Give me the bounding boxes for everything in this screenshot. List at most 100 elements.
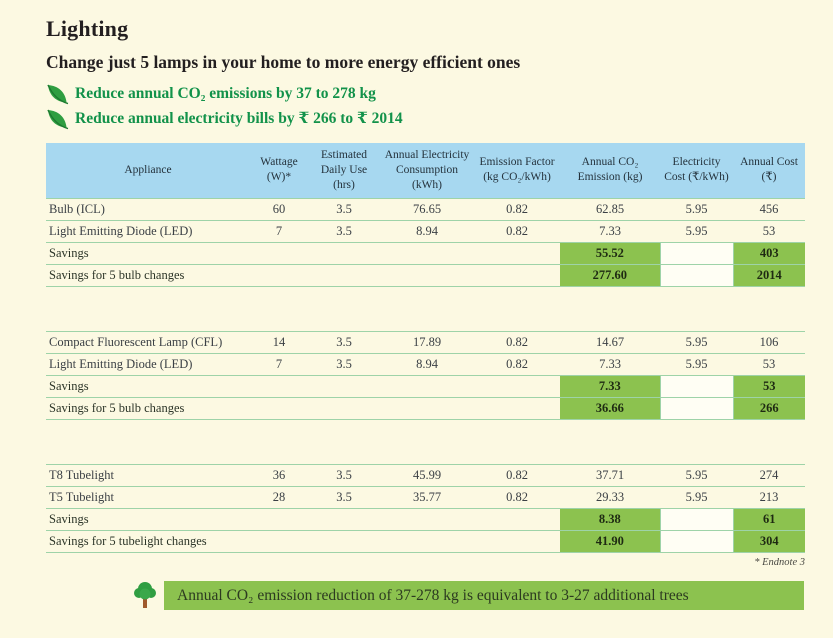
savings-empty-cell bbox=[659, 507, 734, 531]
savings-co2-cell: 277.60 bbox=[560, 263, 660, 287]
value-cell: 76.65 bbox=[380, 197, 474, 221]
appliance-name-cell: T5 Tubelight bbox=[46, 485, 250, 509]
value-cell: 3.5 bbox=[308, 352, 380, 376]
column-header: Emission Factor (kg CO₂/kWh) bbox=[474, 143, 560, 198]
savings-cost-cell: 61 bbox=[733, 507, 805, 531]
column-header: Estimated Daily Use (hrs) bbox=[308, 143, 380, 198]
value-cell: 274 bbox=[733, 463, 805, 487]
value-cell: 3.5 bbox=[308, 197, 380, 221]
savings-empty-cell bbox=[659, 529, 734, 553]
savings-co2-cell: 55.52 bbox=[560, 241, 660, 265]
value-cell: 5.95 bbox=[660, 197, 733, 221]
value-cell: 7 bbox=[250, 352, 308, 376]
value-cell: 5.95 bbox=[660, 219, 733, 243]
savings-label-cell: Savings for 5 tubelight changes bbox=[46, 529, 560, 553]
column-header: Wattage (W)* bbox=[250, 143, 308, 198]
appliance-table-group-3: T8 Tubelight 36 3.5 45.99 0.82 37.71 5.95 274 T5… bbox=[46, 463, 805, 553]
value-cell: 213 bbox=[733, 485, 805, 509]
appliance-row: Light Emitting Diode (LED) 7 3.5 8.94 0.82 7.… bbox=[46, 219, 805, 243]
value-cell: 3.5 bbox=[308, 463, 380, 487]
value-cell: 14.67 bbox=[560, 330, 660, 354]
value-cell: 0.82 bbox=[474, 352, 560, 376]
benefit-item-bills: Reduce annual electricity bills by ₹ 266… bbox=[46, 107, 806, 131]
savings-cost-cell: 2014 bbox=[733, 263, 805, 287]
value-cell: 45.99 bbox=[380, 463, 474, 487]
endnote: * Endnote 3 bbox=[754, 556, 805, 568]
appliance-row: T5 Tubelight 28 3.5 35.77 0.82 29.33 5.95 213 bbox=[46, 485, 805, 509]
appliance-row: T8 Tubelight 36 3.5 45.99 0.82 37.71 5.95 274 bbox=[46, 463, 805, 487]
savings-cost-cell: 53 bbox=[733, 374, 805, 398]
appliance-name-cell: T8 Tubelight bbox=[46, 463, 250, 487]
savings-cost-cell: 403 bbox=[733, 241, 805, 265]
savings-empty-cell bbox=[659, 396, 734, 420]
value-cell: 0.82 bbox=[474, 485, 560, 509]
value-cell: 28 bbox=[250, 485, 308, 509]
table-header-row: Appliance Wattage (W)* Estimated Daily Use… bbox=[46, 143, 805, 198]
savings-label-cell: Savings bbox=[46, 374, 560, 398]
column-header: Appliance bbox=[46, 143, 250, 198]
leaf-icon bbox=[47, 109, 69, 129]
savings-row: Savings for 5 bulb changes 277.60 2014 bbox=[46, 263, 805, 287]
value-cell: 3.5 bbox=[308, 330, 380, 354]
savings-label-cell: Savings bbox=[46, 507, 560, 531]
savings-row: Savings 55.52 403 bbox=[46, 241, 805, 265]
value-cell: 29.33 bbox=[560, 485, 660, 509]
appliance-name-cell: Bulb (ICL) bbox=[46, 197, 250, 221]
value-cell: 53 bbox=[733, 352, 805, 376]
value-cell: 456 bbox=[733, 197, 805, 221]
value-cell: 5.95 bbox=[660, 330, 733, 354]
banner-row: Annual CO₂ emission reduction of 37-278 … bbox=[132, 580, 806, 610]
value-cell: 5.95 bbox=[660, 352, 733, 376]
savings-co2-cell: 8.38 bbox=[560, 507, 660, 531]
value-cell: 106 bbox=[733, 330, 805, 354]
savings-row: Savings 7.33 53 bbox=[46, 374, 805, 398]
value-cell: 7.33 bbox=[560, 352, 660, 376]
value-cell: 0.82 bbox=[474, 197, 560, 221]
value-cell: 53 bbox=[733, 219, 805, 243]
value-cell: 14 bbox=[250, 330, 308, 354]
savings-empty-cell bbox=[659, 374, 734, 398]
benefit-text: Reduce annual CO₂ emissions by 37 to 278… bbox=[75, 85, 376, 103]
savings-cost-cell: 266 bbox=[733, 396, 805, 420]
benefit-list: Reduce annual CO₂ emissions by 37 to 278… bbox=[46, 82, 806, 131]
appliance-name-cell: Light Emitting Diode (LED) bbox=[46, 219, 250, 243]
column-header: Annual CO₂ Emission (kg) bbox=[560, 143, 660, 198]
value-cell: 0.82 bbox=[474, 463, 560, 487]
column-header: Electricity Cost (₹/kWh) bbox=[660, 143, 733, 198]
appliance-name-cell: Compact Fluorescent Lamp (CFL) bbox=[46, 330, 250, 354]
savings-row: Savings for 5 tubelight changes 41.90 304 bbox=[46, 529, 805, 553]
value-cell: 17.89 bbox=[380, 330, 474, 354]
appliance-row: Compact Fluorescent Lamp (CFL) 14 3.5 17.89… bbox=[46, 330, 805, 354]
savings-co2-cell: 36.66 bbox=[560, 396, 660, 420]
tree-icon bbox=[134, 581, 156, 608]
value-cell: 5.95 bbox=[660, 485, 733, 509]
savings-cost-cell: 304 bbox=[733, 529, 805, 553]
lighting-tables: Appliance Wattage (W)* Estimated Daily Use… bbox=[46, 143, 805, 553]
appliance-row: Light Emitting Diode (LED) 7 3.5 8.94 0.82 7.… bbox=[46, 352, 805, 376]
appliance-table-group-1: Appliance Wattage (W)* Estimated Daily Use… bbox=[46, 143, 805, 287]
column-header: Annual Cost (₹) bbox=[733, 143, 805, 198]
appliance-row: Bulb (ICL) 60 3.5 76.65 0.82 62.85 5.95 456 bbox=[46, 197, 805, 221]
page-title: Lighting bbox=[46, 16, 129, 41]
value-cell: 36 bbox=[250, 463, 308, 487]
savings-empty-cell bbox=[659, 241, 734, 265]
benefit-item-co2: Reduce annual CO₂ emissions by 37 to 278… bbox=[46, 82, 806, 106]
value-cell: 0.82 bbox=[474, 219, 560, 243]
value-cell: 8.94 bbox=[380, 219, 474, 243]
column-header: Annual Electricity Consumption (kWh) bbox=[380, 143, 474, 198]
appliance-table-group-2: Compact Fluorescent Lamp (CFL) 14 3.5 17.89… bbox=[46, 330, 805, 420]
value-cell: 62.85 bbox=[560, 197, 660, 221]
value-cell: 3.5 bbox=[308, 485, 380, 509]
value-cell: 7 bbox=[250, 219, 308, 243]
leaf-icon bbox=[47, 84, 69, 104]
value-cell: 5.95 bbox=[660, 463, 733, 487]
savings-label-cell: Savings for 5 bulb changes bbox=[46, 396, 560, 420]
savings-label-cell: Savings bbox=[46, 241, 560, 265]
value-cell: 35.77 bbox=[380, 485, 474, 509]
value-cell: 3.5 bbox=[308, 219, 380, 243]
equivalence-banner: Annual CO₂ emission reduction of 37-278 … bbox=[164, 580, 804, 610]
appliance-name-cell: Light Emitting Diode (LED) bbox=[46, 352, 250, 376]
savings-co2-cell: 41.90 bbox=[560, 529, 660, 553]
benefit-text: Reduce annual electricity bills by ₹ 266… bbox=[75, 110, 403, 128]
